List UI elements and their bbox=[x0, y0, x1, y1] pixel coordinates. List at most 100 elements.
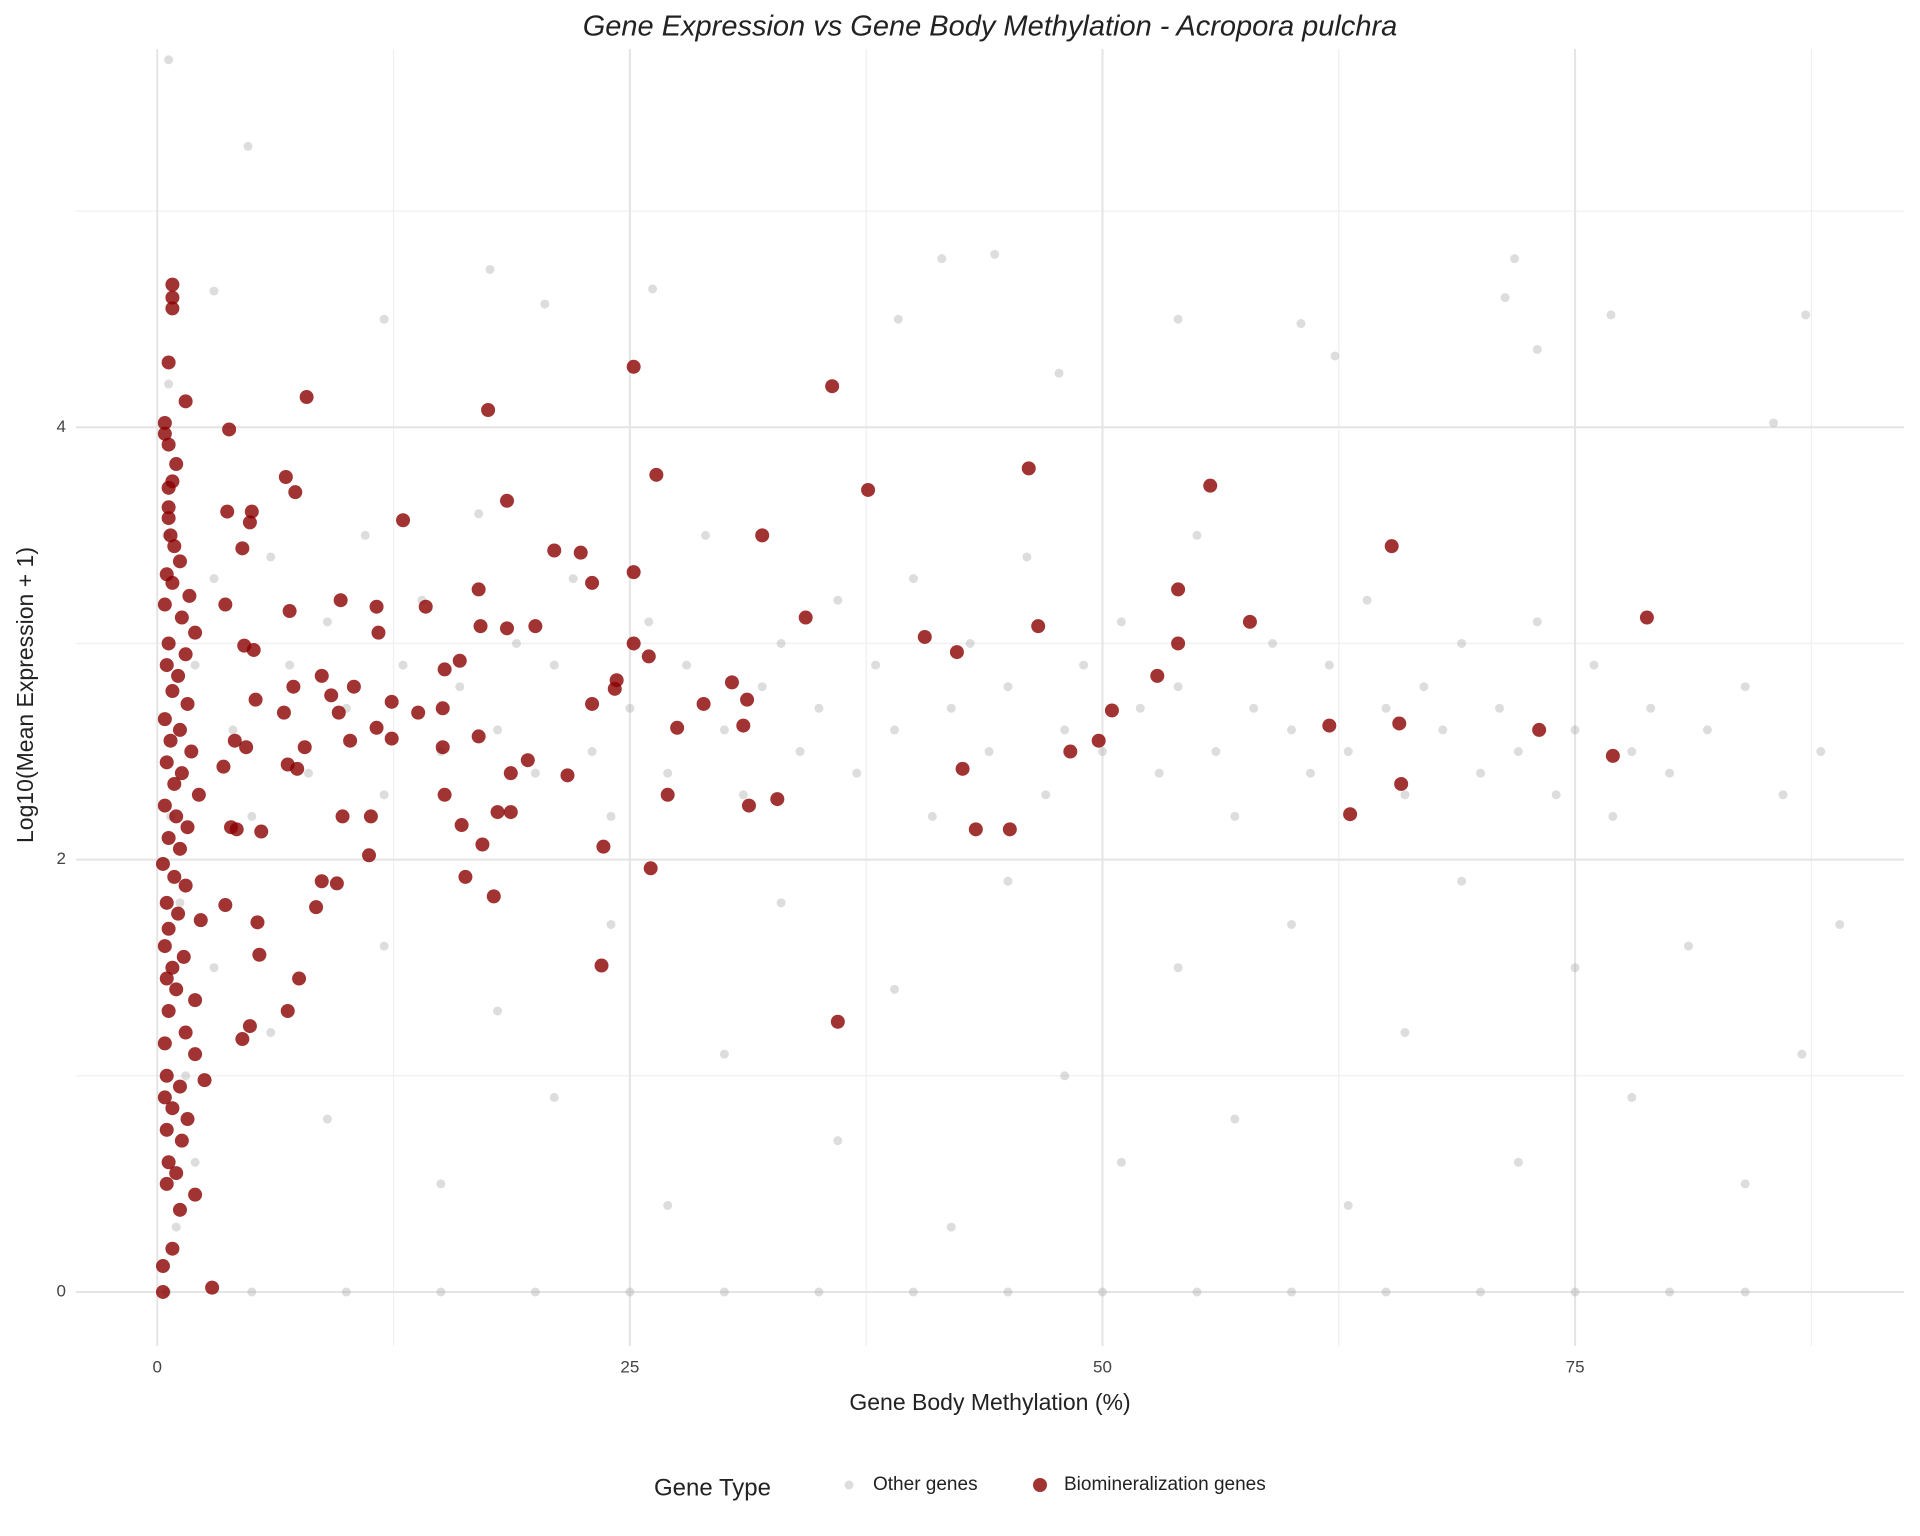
point bbox=[1835, 919, 1845, 929]
point bbox=[1532, 344, 1542, 354]
point bbox=[1060, 725, 1070, 735]
point bbox=[286, 679, 301, 694]
point bbox=[830, 1014, 845, 1029]
point bbox=[172, 1202, 187, 1217]
point bbox=[343, 733, 358, 748]
point bbox=[1192, 530, 1202, 540]
point bbox=[169, 1166, 184, 1181]
point bbox=[193, 913, 208, 928]
point bbox=[159, 895, 174, 910]
point bbox=[384, 694, 399, 709]
point bbox=[1400, 790, 1410, 800]
point bbox=[228, 725, 238, 735]
point bbox=[1091, 733, 1106, 748]
point bbox=[1627, 747, 1637, 757]
point bbox=[1500, 293, 1510, 303]
point bbox=[371, 625, 386, 640]
point bbox=[1551, 790, 1561, 800]
point bbox=[324, 688, 339, 703]
point bbox=[172, 841, 187, 856]
point bbox=[242, 1019, 257, 1034]
point bbox=[188, 1047, 203, 1062]
point bbox=[493, 725, 503, 735]
point bbox=[719, 1287, 729, 1297]
point bbox=[1702, 725, 1712, 735]
point bbox=[278, 470, 293, 485]
point bbox=[606, 811, 616, 821]
point bbox=[297, 740, 312, 755]
point bbox=[169, 457, 184, 472]
point bbox=[1003, 682, 1013, 692]
point bbox=[1606, 310, 1616, 320]
point bbox=[178, 878, 193, 893]
point bbox=[165, 1101, 180, 1116]
point bbox=[384, 731, 399, 746]
point bbox=[776, 638, 786, 648]
point bbox=[155, 1284, 170, 1299]
point bbox=[161, 636, 176, 651]
point bbox=[165, 960, 180, 975]
point bbox=[594, 958, 609, 973]
point bbox=[755, 528, 770, 543]
point bbox=[161, 1003, 176, 1018]
point bbox=[547, 543, 562, 558]
point bbox=[1457, 638, 1467, 648]
point bbox=[157, 798, 172, 813]
point bbox=[549, 1092, 559, 1102]
point bbox=[163, 528, 178, 543]
point bbox=[369, 720, 384, 735]
point bbox=[1322, 718, 1337, 733]
point bbox=[1394, 776, 1409, 791]
point bbox=[314, 874, 329, 889]
point bbox=[167, 776, 182, 791]
point bbox=[893, 314, 903, 324]
point bbox=[157, 1036, 172, 1051]
point bbox=[814, 703, 824, 713]
point bbox=[641, 649, 656, 664]
point bbox=[1343, 1200, 1353, 1210]
point bbox=[1063, 744, 1078, 759]
point bbox=[333, 593, 348, 608]
point bbox=[165, 1241, 180, 1256]
point bbox=[490, 805, 505, 820]
point bbox=[798, 610, 813, 625]
legend: Gene Type Other genes Biomineralization g… bbox=[654, 1474, 1266, 1501]
point bbox=[626, 636, 641, 651]
point bbox=[1384, 539, 1399, 554]
point bbox=[549, 660, 559, 670]
point bbox=[740, 692, 755, 707]
legend-marker bbox=[1033, 1478, 1047, 1492]
point bbox=[1135, 703, 1145, 713]
point bbox=[436, 1287, 446, 1297]
x-tick-label: 75 bbox=[1566, 1357, 1585, 1376]
point bbox=[649, 467, 664, 482]
point bbox=[1605, 748, 1620, 763]
point bbox=[1381, 703, 1391, 713]
point bbox=[188, 993, 203, 1008]
point bbox=[396, 513, 411, 528]
point bbox=[596, 839, 611, 854]
point bbox=[172, 1079, 187, 1094]
point bbox=[322, 617, 332, 627]
point bbox=[1392, 716, 1407, 731]
point bbox=[473, 619, 488, 634]
point bbox=[398, 660, 408, 670]
point bbox=[585, 696, 600, 711]
point bbox=[741, 798, 756, 813]
point bbox=[663, 1200, 673, 1210]
point bbox=[1740, 1287, 1750, 1297]
point bbox=[235, 1032, 250, 1047]
point bbox=[1097, 1287, 1107, 1297]
point bbox=[917, 629, 932, 644]
point bbox=[197, 1073, 212, 1088]
point bbox=[362, 848, 377, 863]
point bbox=[1639, 610, 1654, 625]
point bbox=[1740, 682, 1750, 692]
point bbox=[871, 660, 881, 670]
point bbox=[493, 1006, 503, 1016]
point bbox=[418, 599, 433, 614]
point bbox=[474, 509, 484, 519]
point bbox=[625, 703, 635, 713]
point bbox=[1400, 1028, 1410, 1038]
point bbox=[1627, 1092, 1637, 1102]
